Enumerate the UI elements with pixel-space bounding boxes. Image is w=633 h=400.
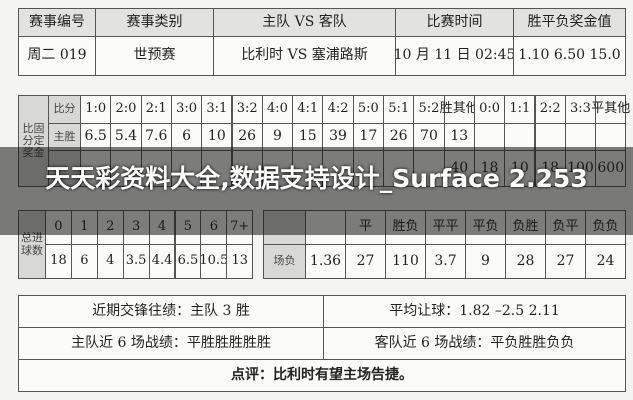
odds-cell: 27 bbox=[545, 244, 586, 279]
odds-cell: 4 bbox=[96, 244, 124, 279]
odds-cell: 6 bbox=[70, 244, 98, 279]
data-cell: 周二 019 bbox=[18, 36, 96, 76]
score-header: 3:3 bbox=[564, 95, 597, 124]
odds-cell: 28 bbox=[505, 244, 546, 279]
header-cell: 比分 bbox=[48, 95, 81, 124]
header-cell: 比赛时间 bbox=[395, 8, 514, 37]
score-header: 2:2 bbox=[534, 95, 566, 124]
score-header: 4:2 bbox=[322, 95, 354, 124]
score-header: 0:0 bbox=[473, 95, 506, 124]
odds-cell: 13 bbox=[226, 244, 254, 279]
header-cell: 赛事类别 bbox=[95, 8, 214, 37]
score-header: 胜其他 bbox=[440, 95, 479, 124]
odds-cell: 7.6 bbox=[140, 123, 172, 151]
score-header: 4:0 bbox=[261, 95, 294, 124]
odds-cell: 1.36 bbox=[305, 244, 346, 279]
score-header: 2:1 bbox=[140, 95, 172, 124]
header-cell: 赛事编号 bbox=[18, 8, 96, 37]
summary-cell: 主队近 6 场战绩：平胜胜胜胜胜 bbox=[18, 327, 324, 360]
score-header: 5:0 bbox=[352, 95, 384, 124]
odds-cell: 10.5 bbox=[199, 244, 228, 279]
score-header: 5:1 bbox=[383, 95, 415, 124]
data-cell: 比利时 VS 塞浦路斯 bbox=[213, 36, 396, 76]
score-header: 3:1 bbox=[201, 95, 233, 124]
summary-cell: 客队近 6 场战绩：平负胜胜负负 bbox=[323, 327, 626, 360]
odds-cell: 24 bbox=[585, 244, 626, 279]
score-header: 3:2 bbox=[231, 95, 263, 124]
score-header: 1:0 bbox=[80, 95, 112, 124]
odds-cell: 27 bbox=[345, 244, 386, 279]
odds-cell: 3.7 bbox=[425, 244, 466, 279]
odds-cell: 15 bbox=[292, 123, 324, 151]
odds-cell: 3.5 bbox=[122, 244, 150, 279]
odds-cell: 9 bbox=[465, 244, 506, 279]
odds-cell: 26 bbox=[231, 123, 263, 151]
odds-cell: 6 bbox=[170, 123, 203, 151]
data-cell: 1.10 6.50 15.0 bbox=[513, 36, 626, 76]
header-cell: 胜平负奖金值 bbox=[513, 8, 626, 37]
row-label: 场负 bbox=[263, 244, 306, 279]
odds-cell: 13 bbox=[443, 123, 475, 151]
data-cell: 世预赛 bbox=[95, 36, 214, 76]
score-header: 1:1 bbox=[504, 95, 536, 124]
odds-cell: 18 bbox=[45, 244, 72, 279]
odds-cell: 6.5 bbox=[174, 244, 202, 279]
score-header: 平其他 bbox=[591, 95, 630, 124]
score-header: 4:1 bbox=[292, 95, 324, 124]
odds-cell bbox=[595, 123, 627, 151]
score-header: 2:0 bbox=[110, 95, 142, 124]
summary-cell: 近期交锋往绩：主队 3 胜 bbox=[18, 295, 324, 328]
summary-cell: 平均让球：1.82 –2.5 2.11 bbox=[323, 295, 626, 328]
odds-cell: 110 bbox=[385, 244, 426, 279]
comment-cell: 点评：比利时有望主场告捷。 bbox=[18, 359, 626, 392]
score-header: 3:0 bbox=[170, 95, 203, 124]
odds-cell bbox=[473, 123, 506, 151]
odds-cell: 26 bbox=[383, 123, 415, 151]
header-cell: 主队 VS 客队 bbox=[213, 8, 396, 37]
odds-cell: 4.4 bbox=[148, 244, 176, 279]
overlay-title: 天天彩资料大全,数据支持设计_Surface 2.253 bbox=[45, 164, 588, 193]
overlay-band bbox=[0, 147, 633, 235]
data-cell: 10 月 11 日 02:45 bbox=[394, 36, 515, 76]
